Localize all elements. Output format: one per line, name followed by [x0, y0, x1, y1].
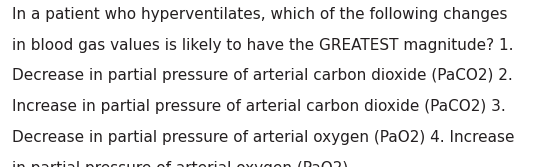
Text: Decrease in partial pressure of arterial oxygen (PaO2) 4. Increase: Decrease in partial pressure of arterial…	[12, 130, 515, 145]
Text: Increase in partial pressure of arterial carbon dioxide (PaCO2) 3.: Increase in partial pressure of arterial…	[12, 99, 506, 114]
Text: In a patient who hyperventilates, which of the following changes: In a patient who hyperventilates, which …	[12, 7, 508, 22]
Text: in partial pressure of arterial oxygen (PaO2): in partial pressure of arterial oxygen (…	[12, 161, 349, 167]
Text: Decrease in partial pressure of arterial carbon dioxide (PaCO2) 2.: Decrease in partial pressure of arterial…	[12, 68, 513, 84]
Text: in blood gas values is likely to have the GREATEST magnitude? 1.: in blood gas values is likely to have th…	[12, 38, 514, 53]
